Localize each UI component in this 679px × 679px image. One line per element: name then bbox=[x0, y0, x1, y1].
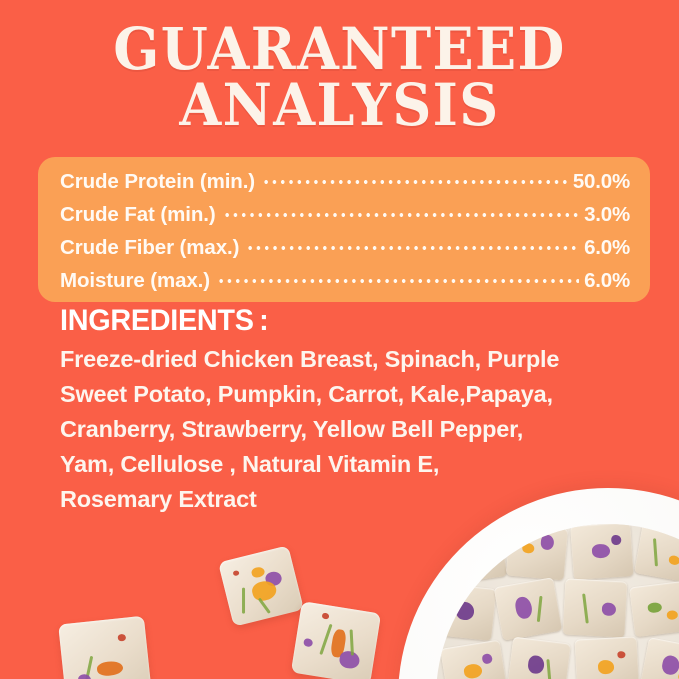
ingredients-line: Cranberry, Strawberry, Yellow Bell Peppe… bbox=[60, 415, 524, 442]
ingredients-line: Yam, Cellulose , Natural Vitamin E, bbox=[60, 450, 440, 477]
bowl-interior bbox=[436, 524, 679, 679]
analysis-label: Moisture (max.) bbox=[60, 269, 210, 292]
loose-treat-cube bbox=[58, 615, 152, 679]
analysis-label: Crude Fat (min.) bbox=[60, 203, 216, 226]
analysis-row: Crude Fat (min.) 3.0% bbox=[60, 201, 630, 234]
analysis-value: 3.0% bbox=[584, 203, 630, 226]
analysis-label: Crude Fiber (max.) bbox=[60, 236, 240, 259]
analysis-value: 50.0% bbox=[572, 170, 630, 193]
ingredients-line: Freeze-dried Chicken Breast, Spinach, Pu… bbox=[60, 345, 560, 372]
loose-treat-cube bbox=[290, 601, 382, 679]
dot-leader bbox=[246, 234, 579, 254]
ingredients-section: INGREDIENTS : Freeze-dried Chicken Breas… bbox=[60, 305, 660, 517]
dot-leader bbox=[217, 267, 580, 287]
page-title: GUARANTEED ANALYSIS bbox=[0, 15, 679, 139]
dot-leader bbox=[262, 168, 568, 188]
dot-leader bbox=[222, 201, 580, 221]
analysis-row: Crude Protein (min.) 50.0% bbox=[60, 168, 630, 201]
ingredients-line: Rosemary Extract bbox=[60, 485, 257, 512]
title-line-2: ANALYSIS bbox=[179, 70, 500, 139]
analysis-row: Crude Fiber (max.) 6.0% bbox=[60, 234, 630, 267]
analysis-value: 6.0% bbox=[584, 269, 630, 292]
loose-treat-cube bbox=[218, 545, 304, 627]
ingredients-list: Freeze-dried Chicken Breast, Spinach, Pu… bbox=[60, 342, 640, 517]
analysis-label: Crude Protein (min.) bbox=[60, 170, 256, 193]
analysis-row: Moisture (max.) 6.0% bbox=[60, 267, 630, 300]
analysis-value: 6.0% bbox=[584, 236, 630, 259]
ingredients-line: Sweet Potato, Pumpkin, Carrot, Kale,Papa… bbox=[60, 380, 553, 407]
ingredients-heading: INGREDIENTS : bbox=[60, 304, 269, 337]
title-line-1: GUARANTEED bbox=[113, 15, 566, 83]
guaranteed-analysis-panel: Crude Protein (min.) 50.0% Crude Fat (mi… bbox=[38, 157, 650, 302]
